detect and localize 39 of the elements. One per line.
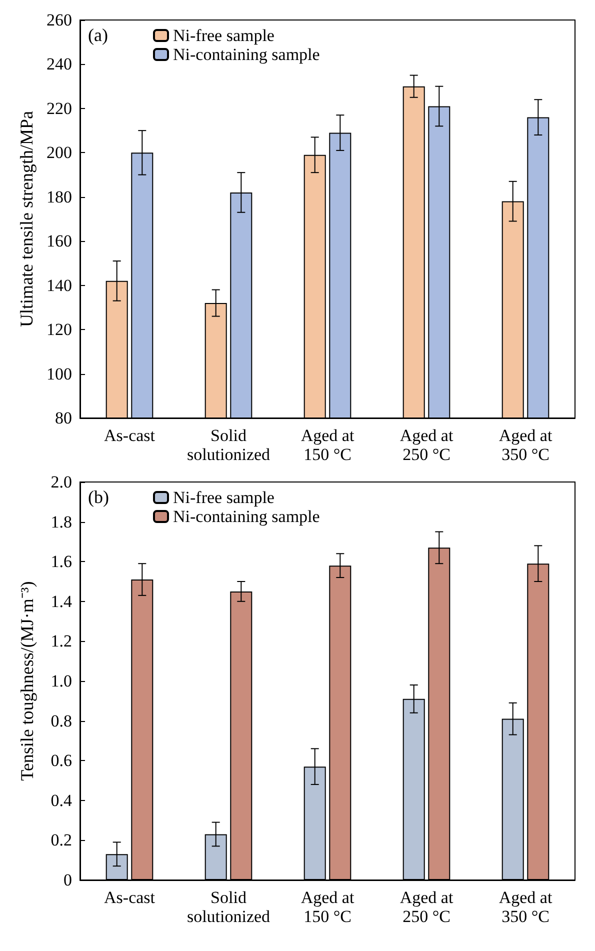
annotation: (a) [88,25,108,45]
y-tick-label: 0 [64,870,72,890]
x-tick-label: As-cast [104,426,156,445]
x-tick-label: As-cast [104,888,156,907]
x-tick-label: Aged at 350 °C [498,888,552,926]
y-tick-label: 160 [46,232,72,251]
legend-label: Ni-containing sample [173,507,320,526]
y-axis-title: Tensile toughness/(MJ·m⁻³) [17,581,37,781]
legend-label: Ni-free sample [173,488,274,507]
y-axis-title: Ultimate tensile strength/MPa [16,111,37,327]
y-tick-label: 1.4 [50,592,72,611]
y-tick-label: 2.0 [50,472,72,492]
y-tick-label: 80 [55,408,72,428]
y-tick-label: 120 [46,320,72,340]
y-tick-label: 240 [46,54,72,74]
y-tick-label: 140 [46,276,72,295]
legend-label: Ni-containing sample [173,45,320,64]
x-tick-label: Solid solutionized [186,888,271,926]
y-tick-label: 0.2 [50,830,72,850]
y-tick-label: 1.2 [50,632,72,651]
y-tick-label: 1.0 [50,672,72,690]
x-tick-label: Aged at 250 °C [400,426,454,464]
y-tick-label: 100 [46,364,72,384]
y-tick-label: 1.8 [50,512,72,532]
y-tick-label: 0.8 [50,711,72,730]
legend-label: Ni-free sample [173,26,274,45]
y-tick-label: 220 [46,98,72,118]
x-tick-label: Aged at 350 °C [498,426,552,464]
y-tick-label: 1.6 [50,552,72,572]
x-tick-label: Aged at 150 °C [300,888,354,926]
x-tick-label: Solid solutionized [186,426,271,464]
annotation: (b) [88,487,109,507]
y-tick-label: 200 [46,143,72,162]
x-tick-label: Aged at 250 °C [400,888,454,926]
x-tick-label: Aged at 150 °C [300,426,354,464]
y-tick-label: 0.6 [50,751,72,770]
y-tick-label: 0.4 [50,790,72,810]
y-tick-label: 260 [46,10,72,30]
y-tick-label: 180 [46,187,72,206]
